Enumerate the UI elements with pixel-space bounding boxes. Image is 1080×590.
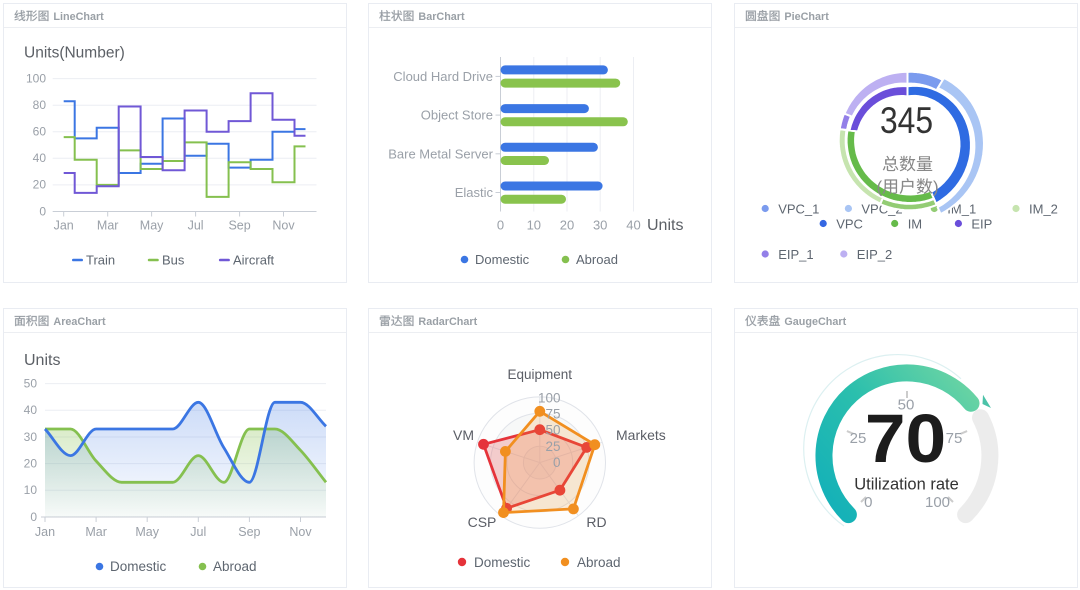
svg-text:0: 0 xyxy=(30,510,37,524)
svg-text:(: ( xyxy=(877,178,883,197)
svg-text:20: 20 xyxy=(24,456,38,470)
svg-text:0: 0 xyxy=(39,204,46,218)
svg-text:75: 75 xyxy=(946,430,963,447)
svg-text:RadarChart: RadarChart xyxy=(418,316,477,328)
svg-text:May: May xyxy=(135,525,159,539)
svg-text:Nov: Nov xyxy=(289,525,312,539)
svg-text:100: 100 xyxy=(26,71,46,85)
svg-text:10: 10 xyxy=(24,483,38,497)
svg-text:345: 345 xyxy=(880,101,933,142)
svg-text:75: 75 xyxy=(545,407,560,422)
svg-text:GaugeChart: GaugeChart xyxy=(784,316,846,328)
svg-text:CSP: CSP xyxy=(468,514,497,530)
svg-text:EIP_2: EIP_2 xyxy=(857,247,892,262)
svg-text:Object Store: Object Store xyxy=(421,108,493,123)
svg-text:60: 60 xyxy=(33,125,47,139)
svg-text:Abroad: Abroad xyxy=(213,559,257,574)
svg-text:Units(Number): Units(Number) xyxy=(24,45,125,62)
svg-text:Domestic: Domestic xyxy=(474,555,531,570)
svg-text:Jul: Jul xyxy=(188,219,204,233)
svg-text:VPC: VPC xyxy=(836,217,863,232)
svg-text:LineChart: LineChart xyxy=(53,11,104,23)
svg-text:Sep: Sep xyxy=(238,525,260,539)
svg-text:): ) xyxy=(933,178,939,197)
svg-text:Abroad: Abroad xyxy=(576,252,618,267)
svg-text:BarChart: BarChart xyxy=(418,11,465,23)
svg-text:Utilization rate: Utilization rate xyxy=(854,476,959,494)
svg-text:Nov: Nov xyxy=(272,219,295,233)
svg-text:VPC_1: VPC_1 xyxy=(778,202,819,217)
svg-text:May: May xyxy=(140,219,164,233)
svg-text:Cloud Hard Drive: Cloud Hard Drive xyxy=(393,69,493,84)
svg-text:Bus: Bus xyxy=(162,253,185,268)
svg-text:Bare Metal Server: Bare Metal Server xyxy=(388,146,493,161)
svg-text:0: 0 xyxy=(864,494,872,511)
svg-text:EIP: EIP xyxy=(971,217,992,232)
svg-text:100: 100 xyxy=(925,494,950,511)
svg-text:50: 50 xyxy=(545,423,560,438)
svg-text:Units: Units xyxy=(647,217,683,234)
svg-text:50: 50 xyxy=(898,397,915,414)
svg-text:Sep: Sep xyxy=(228,219,250,233)
svg-text:50: 50 xyxy=(24,376,38,390)
svg-text:Domestic: Domestic xyxy=(110,559,167,574)
svg-text:Mar: Mar xyxy=(97,219,119,233)
svg-text:70: 70 xyxy=(865,401,946,478)
svg-text:100: 100 xyxy=(538,391,561,406)
svg-text:EIP_1: EIP_1 xyxy=(778,247,813,262)
svg-text:AreaChart: AreaChart xyxy=(53,316,106,328)
svg-text:0: 0 xyxy=(497,218,504,233)
svg-text:30: 30 xyxy=(593,218,607,233)
svg-text:Jan: Jan xyxy=(54,219,74,233)
svg-text:20: 20 xyxy=(33,178,47,192)
svg-text:PieChart: PieChart xyxy=(784,11,829,23)
svg-text:Markets: Markets xyxy=(616,427,666,443)
svg-text:Aircraft: Aircraft xyxy=(233,253,275,268)
svg-text:Equipment: Equipment xyxy=(508,367,573,382)
svg-text:Abroad: Abroad xyxy=(577,555,621,570)
svg-text:Units: Units xyxy=(24,352,60,369)
svg-text:Mar: Mar xyxy=(85,525,107,539)
svg-text:40: 40 xyxy=(24,403,38,417)
svg-text:Jul: Jul xyxy=(190,525,206,539)
svg-text:0: 0 xyxy=(553,455,561,470)
svg-text:IM: IM xyxy=(908,217,922,232)
svg-text:Elastic: Elastic xyxy=(455,185,494,200)
svg-text:25: 25 xyxy=(545,439,560,454)
svg-text:40: 40 xyxy=(33,151,47,165)
svg-text:10: 10 xyxy=(527,218,541,233)
svg-text:25: 25 xyxy=(850,430,867,447)
svg-text:VM: VM xyxy=(453,427,474,443)
svg-text:RD: RD xyxy=(586,514,606,530)
svg-text:20: 20 xyxy=(560,218,574,233)
svg-text:80: 80 xyxy=(33,98,47,112)
svg-text:Jan: Jan xyxy=(35,525,55,539)
svg-text:30: 30 xyxy=(24,430,38,444)
svg-text:40: 40 xyxy=(626,218,640,233)
svg-text:Train: Train xyxy=(86,253,115,268)
svg-text:IM_2: IM_2 xyxy=(1029,202,1058,217)
svg-text:Domestic: Domestic xyxy=(475,252,530,267)
